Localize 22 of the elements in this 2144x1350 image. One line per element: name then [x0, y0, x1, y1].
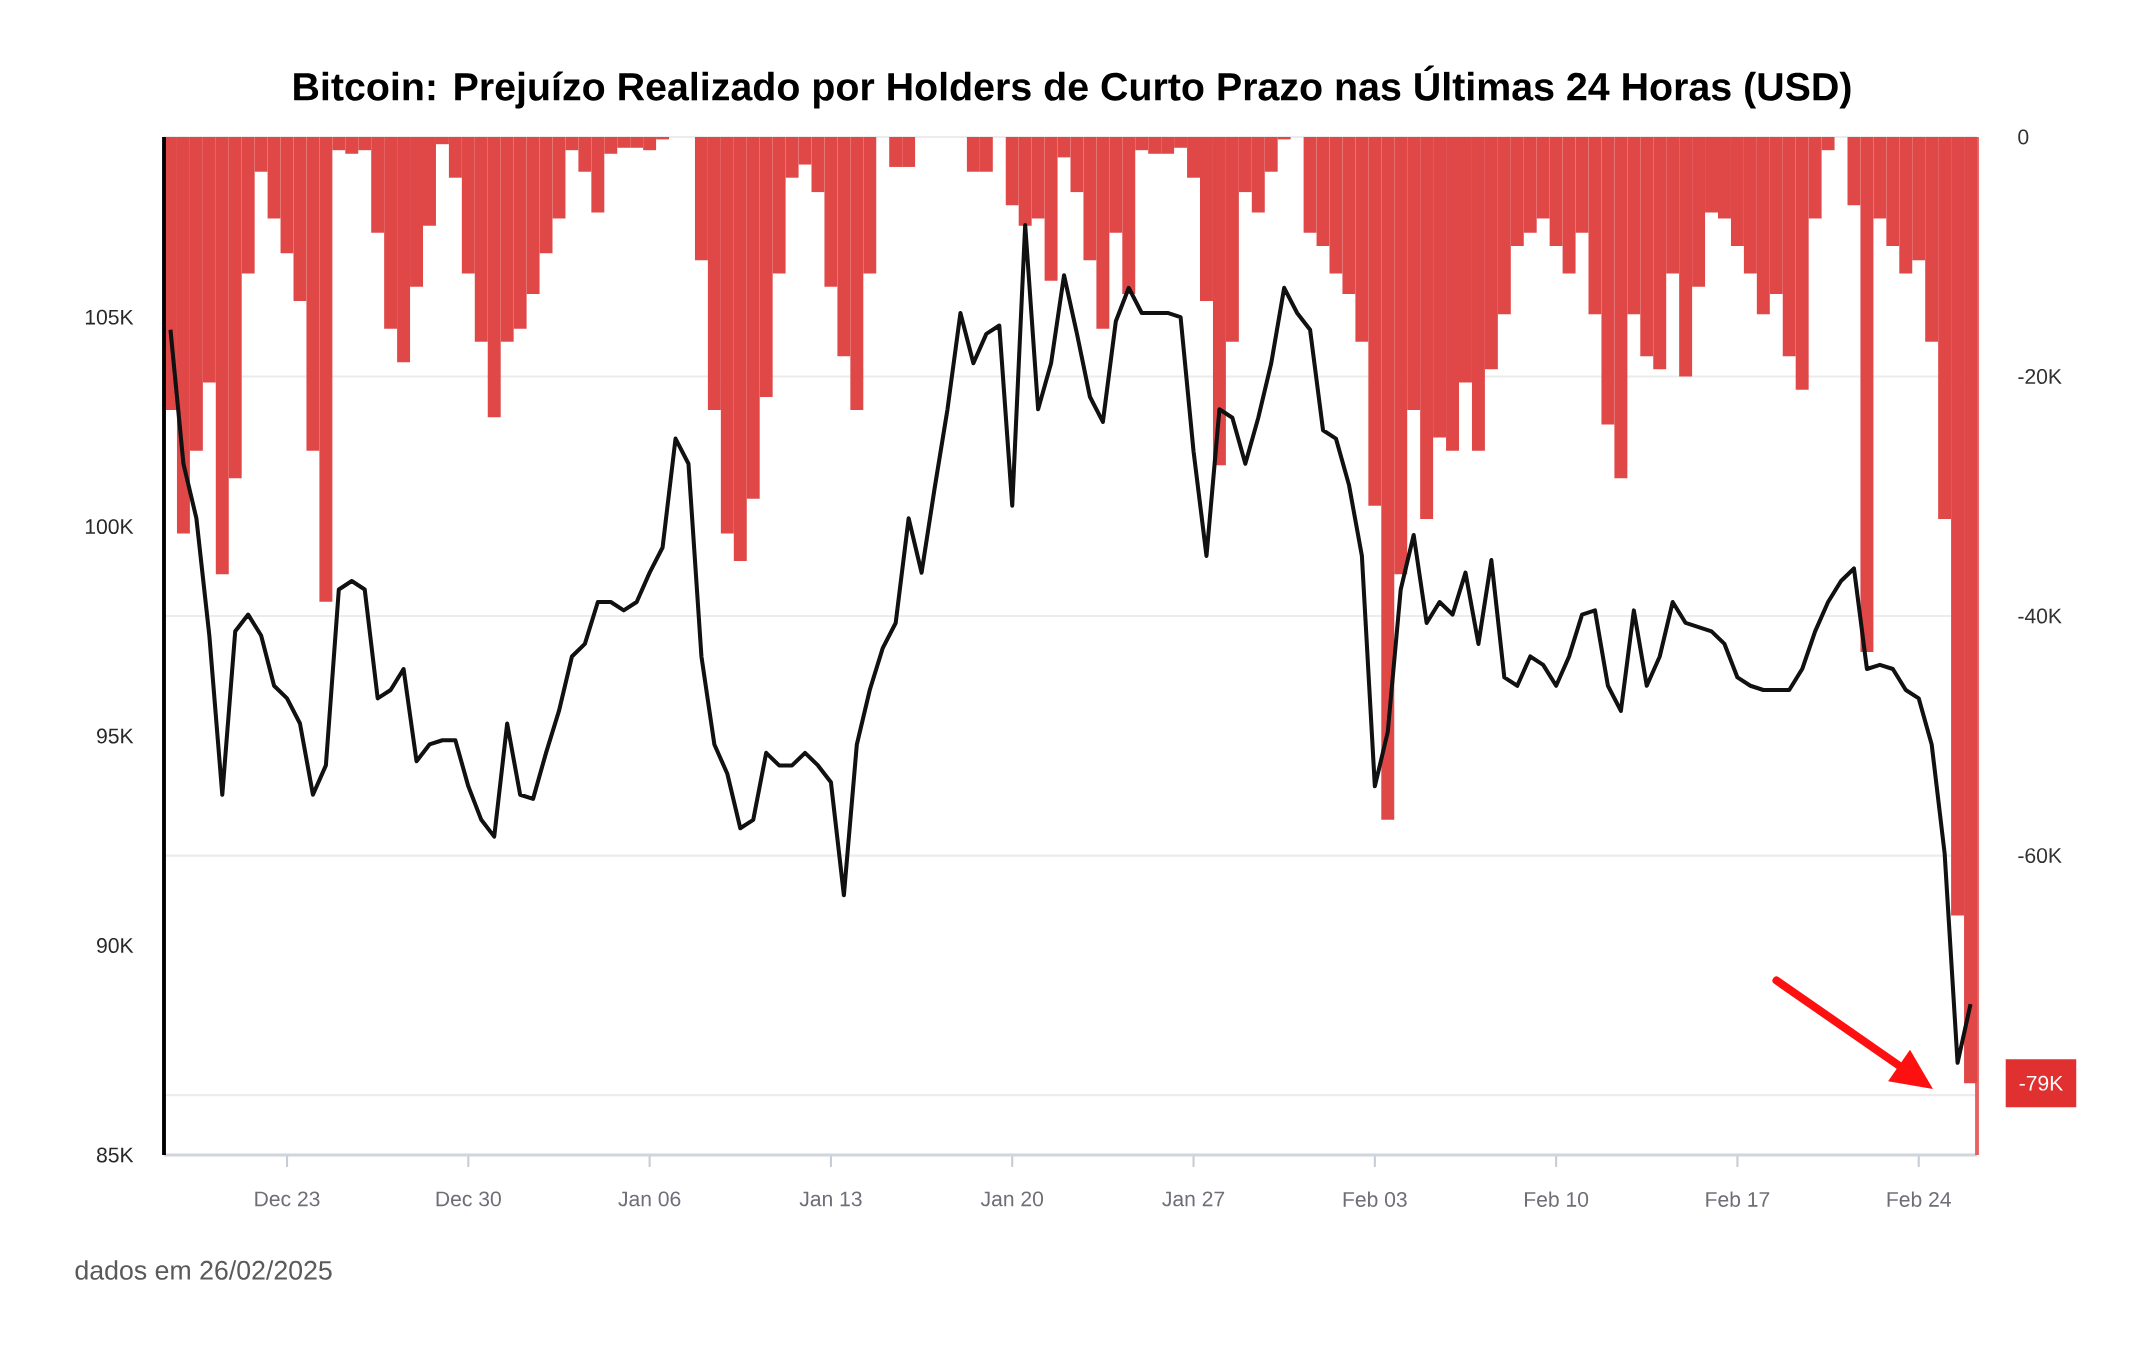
- x-tick-label: Jan 06: [618, 1191, 681, 1207]
- x-tick-label: Feb 10: [1525, 1191, 1589, 1207]
- x-tick-label: Jan 20: [980, 1191, 1044, 1207]
- x-tick-label: Feb 17: [1706, 1191, 1770, 1207]
- y2-tick-label: -60K: [2018, 848, 2062, 864]
- x-tick-label: Dec 23: [255, 1191, 320, 1207]
- y-tick-label: 90K: [97, 938, 134, 954]
- y2-tick-label: -79K: [2019, 1075, 2064, 1091]
- y2-tick-label: -40K: [2018, 608, 2062, 624]
- text: dados em 26/02/2025: [75, 1260, 332, 1280]
- x-tick-label: Jan 27: [1162, 1191, 1225, 1207]
- y-tick-label: 105K: [85, 309, 134, 325]
- y2-tick-label: 0: [2018, 129, 2029, 145]
- x-tick-label: Feb 24: [1887, 1191, 1951, 1207]
- x-tick-label: Jan 13: [799, 1191, 862, 1207]
- chart-title: Bitcoin: Prejuízo Realizado por Holders de Curto Prazo nas Últimas 24 Horas (USD): [294, 65, 1851, 109]
- y2-tick-label: -20K: [2018, 369, 2062, 385]
- x-tick-label: Dec 30: [436, 1191, 501, 1207]
- y-tick-label: 95K: [97, 728, 134, 744]
- x-tick-label: Feb 03: [1343, 1191, 1407, 1207]
- y-tick-label: 85K: [97, 1147, 134, 1163]
- y-tick-label: 100K: [85, 519, 134, 535]
